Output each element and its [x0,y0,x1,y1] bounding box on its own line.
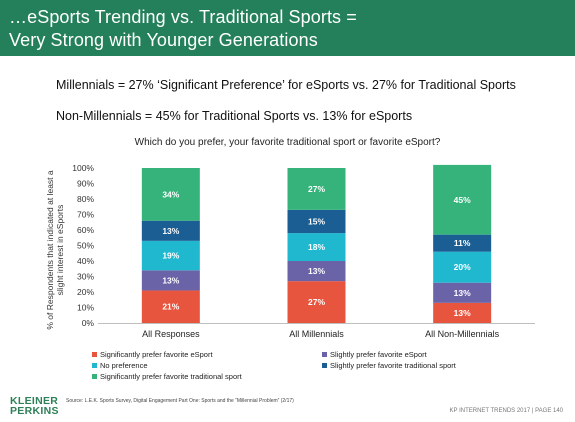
bar-segment [433,251,492,283]
data-label: 27% [308,184,325,194]
bar-segment [287,233,346,261]
y-tick-label: 20% [77,287,94,297]
data-label: 11% [454,238,471,248]
y-tick-label: 80% [77,194,94,204]
data-label: 18% [308,242,325,252]
legend-swatch [92,352,97,357]
data-label: 27% [308,297,325,307]
bar-segment [433,302,492,323]
data-label: 20% [454,262,471,272]
bar-segment [287,261,346,282]
legend-label: No preference [100,361,148,370]
y-tick-label: 90% [77,179,94,189]
data-label: 13% [162,226,179,236]
bar-segment [141,220,200,241]
legend-label: Significantly prefer favorite eSport [100,350,213,359]
data-label: 13% [454,308,471,318]
data-label: 21% [162,302,179,312]
slide-header: …eSports Trending vs. Traditional Sports… [0,0,575,56]
slide-title-line-2: Very Strong with Younger Generations [9,30,318,50]
x-tick-label: All Responses [142,329,200,339]
logo-line-2: PERKINS [10,405,59,417]
legend-label: Significantly prefer favorite traditiona… [100,372,242,381]
bar-segment [433,164,492,235]
page-footer: KP INTERNET TRENDS 2017 | PAGE 140 [449,408,564,414]
y-tick-label: 70% [77,210,94,220]
legend-swatch [322,352,327,357]
data-label: 34% [162,189,179,199]
non-millennials-statement: Non-Millennials = 45% for Traditional Sp… [56,109,413,123]
y-tick-label: 40% [77,256,94,266]
data-label: 15% [308,216,325,226]
kleiner-perkins-logo: KLEINER PERKINS [10,395,59,417]
legend-item-significant-traditional: Significantly prefer favorite traditiona… [92,372,242,381]
bar-segment [141,270,200,291]
bar-segment [141,240,200,271]
legend-swatch [322,363,327,368]
data-label: 13% [308,266,325,276]
y-tick-label: 100% [72,163,94,173]
legend-swatch [92,363,97,368]
bar-segment [141,290,200,323]
bar-segment [287,168,346,210]
y-tick-label: 10% [77,303,94,313]
logo-line-1: KLEINER [10,395,59,407]
legend-label: Slightly prefer favorite traditional spo… [330,361,456,370]
x-tick-label: All Millennials [289,329,344,339]
legend-item-significant-esport: Significantly prefer favorite eSport [92,350,213,359]
bar-segment [433,282,492,303]
y-tick-label: 30% [77,272,94,282]
legend-item-slight-esport: Slightly prefer favorite eSport [322,350,427,359]
bar-segment [433,234,492,252]
y-tick-label: 50% [77,241,94,251]
data-label: 13% [162,275,179,285]
legend-swatch [92,374,97,379]
slide-title-line-1: …eSports Trending vs. Traditional Sports… [9,7,357,27]
y-tick-label: 0% [82,318,95,328]
chart-title: Which do you prefer, your favorite tradi… [134,137,441,148]
data-label: 19% [162,251,179,261]
source-note: Source: L.E.K. Sports Survey, Digital En… [66,398,294,404]
bar-segment [287,209,346,234]
bar-segment [141,168,200,221]
millennials-statement: Millennials = 27% ‘Significant Preferenc… [56,78,516,92]
legend-label: Slightly prefer favorite eSport [330,350,427,359]
data-label: 45% [454,195,471,205]
bar-segment [287,281,346,323]
data-label: 13% [454,288,471,298]
legend-item-no-preference: No preference [92,361,148,370]
x-tick-label: All Non-Millennials [425,329,500,339]
legend-item-slight-traditional: Slightly prefer favorite traditional spo… [322,361,456,370]
y-tick-label: 60% [77,225,94,235]
